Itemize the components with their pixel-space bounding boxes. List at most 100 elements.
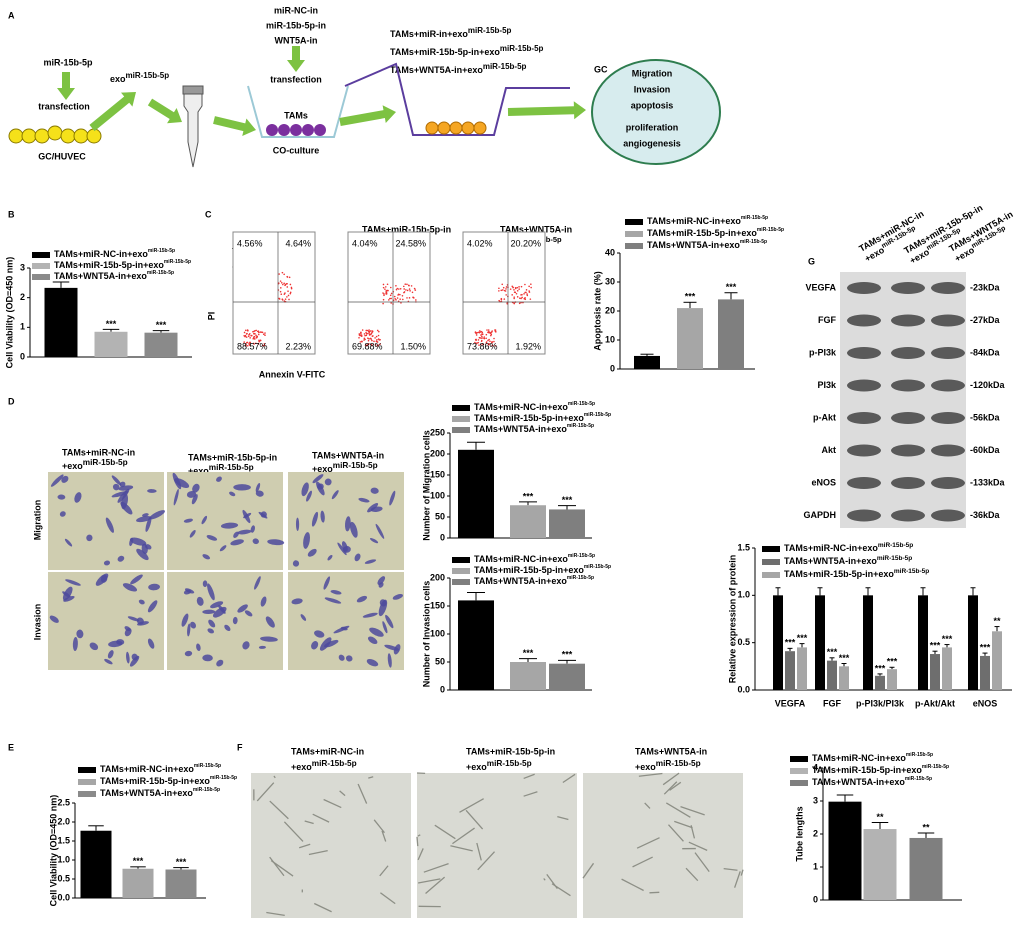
stained-cell <box>307 548 317 557</box>
flow-dot <box>248 342 250 345</box>
flow-dot <box>385 293 387 295</box>
tube-structure <box>543 878 546 881</box>
flow-dot <box>476 342 478 344</box>
significance: *** <box>875 663 886 673</box>
stained-cell <box>385 614 394 629</box>
cell <box>437 121 451 135</box>
flow-dot <box>282 283 284 286</box>
legend-swatch <box>78 767 96 773</box>
y-tick-label: 150 <box>430 600 445 610</box>
y-tick-label: 30 <box>605 276 615 286</box>
flow-dot <box>244 329 247 332</box>
flow-dot <box>482 343 485 346</box>
legend-swatch <box>452 427 470 433</box>
flow-dot <box>288 298 290 301</box>
group-title: TAMs+WNT5A-in <box>635 746 707 756</box>
significance: *** <box>562 650 573 660</box>
legend-swatch <box>452 416 470 422</box>
flow-dot <box>509 288 512 290</box>
protein-label: VEGFA <box>805 282 836 292</box>
y-tick-label: 1.0 <box>57 854 70 864</box>
flow-dot <box>365 329 368 332</box>
bar <box>122 868 154 898</box>
group-title: TAMs+miR-15b-5p-in <box>188 452 277 462</box>
size-label: -60kDa <box>970 445 1001 455</box>
band <box>931 282 965 294</box>
flow-dot <box>502 286 505 289</box>
size-label: -133kDa <box>970 477 1006 487</box>
bar <box>458 449 494 538</box>
tube-structure <box>669 781 682 791</box>
flow-dot <box>254 330 256 332</box>
group-title: +exomiR-15b-5p <box>466 759 532 772</box>
flow-dot <box>365 331 367 334</box>
stained-cell <box>174 478 190 488</box>
flow-dot <box>368 334 371 336</box>
stained-cell <box>219 545 227 552</box>
flow-dot <box>261 331 264 334</box>
legend-swatch <box>78 779 96 785</box>
text-part: TAMs+miR-15b-5p-in+exo <box>474 565 584 575</box>
flow-dot <box>474 331 477 333</box>
stained-cell <box>243 512 252 519</box>
flow-dot <box>501 283 504 286</box>
flow-dot <box>410 285 413 287</box>
arrow <box>507 101 586 120</box>
significance: ** <box>876 812 884 822</box>
flow-dot <box>474 341 476 344</box>
stained-cell <box>112 483 120 491</box>
tube-structure <box>557 816 569 821</box>
y-tick-label: 200 <box>430 448 445 458</box>
stained-cell <box>50 474 64 487</box>
flow-dot <box>485 333 488 336</box>
stained-cell <box>145 544 152 550</box>
bar <box>44 287 78 357</box>
stained-cell <box>121 493 128 510</box>
flow-dot <box>525 291 527 294</box>
group-title: +exomiR-15b-5p <box>62 458 128 471</box>
group-title: TAMs+WNT5A-in <box>500 224 572 234</box>
cell <box>21 128 37 144</box>
legend-label: TAMs+miR-15b-5p-in+exomiR-15b-5p <box>474 412 611 423</box>
flow-dot <box>404 283 407 285</box>
flow-dot <box>363 333 366 335</box>
legend-swatch <box>452 568 470 574</box>
text-part: miR-15b-5p <box>312 759 357 768</box>
flow-dot <box>488 330 490 333</box>
stained-cell <box>312 474 324 484</box>
x-tick-label: p-Akt/Akt <box>915 698 955 708</box>
flow-dot <box>481 333 484 336</box>
flow-dot <box>371 339 373 342</box>
bar <box>549 509 585 538</box>
legend-label: TAMs+miR-NC-in+exomiR-15b-5p <box>100 763 221 774</box>
stained-cell <box>218 605 226 614</box>
stained-cell <box>367 502 379 513</box>
flow-dot <box>395 299 397 301</box>
quadrant-label: 2.23% <box>285 341 311 351</box>
text-part: miR-15b-5p <box>147 270 174 276</box>
label: Migration <box>632 68 673 78</box>
flow-dot <box>478 344 480 346</box>
legend-label: TAMs+miR-NC-in+exomiR-15b-5p <box>812 752 933 763</box>
y-tick-label: 10 <box>605 334 615 344</box>
flow-dot <box>403 291 406 293</box>
bar <box>968 595 978 690</box>
text-part: miR-15b-5p <box>906 752 933 758</box>
flow-dot <box>498 287 500 290</box>
flow-dot <box>530 283 532 285</box>
band <box>891 412 925 424</box>
text-part: miR-15b-5p <box>877 555 912 562</box>
text-part: miR-15b-5p <box>193 787 220 793</box>
flow-dot <box>529 298 532 300</box>
group-title: +exomiR-15b-5p <box>635 759 701 772</box>
group-title: TAMs+miR-15b-5p-in <box>362 224 451 234</box>
text-part: TAMs+WNT5A-in+exo <box>647 240 740 250</box>
legend-label: TAMs+WNT5A-in+exomiR-15b-5p <box>474 423 594 434</box>
text-part: TAMs+miR-NC-in+exo <box>812 753 906 763</box>
legend-label: TAMs+miR-NC-in+exomiR-15b-5p <box>474 553 595 564</box>
flow-dot <box>491 330 493 332</box>
dish <box>344 62 570 136</box>
flow-dot <box>494 344 497 347</box>
stained-cell <box>267 539 285 546</box>
